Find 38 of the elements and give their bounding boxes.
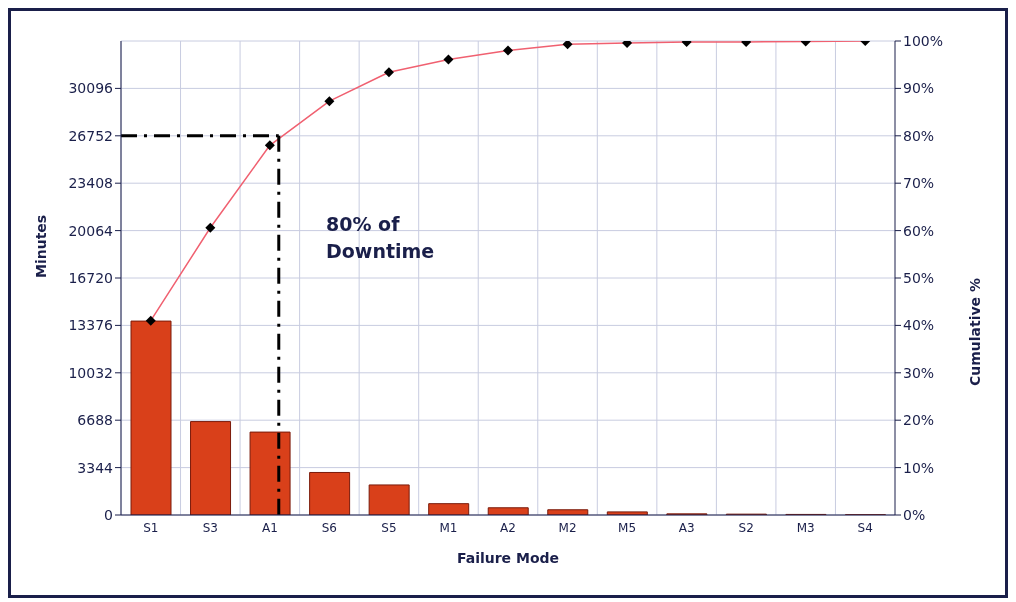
- y2-axis-title: Cumulative %: [966, 278, 983, 387]
- x-tick-label: A2: [500, 520, 516, 535]
- x-tick-label: M5: [618, 520, 637, 535]
- y2-tick-label: 40%: [903, 317, 935, 334]
- x-tick-label: A1: [261, 520, 278, 535]
- y-tick-label: 30096: [68, 80, 114, 97]
- x-tick-label: M2: [558, 520, 577, 535]
- x-tick-label: S1: [143, 520, 159, 535]
- y-tick-label: 23408: [68, 175, 113, 192]
- x-tick-label: S5: [381, 520, 397, 535]
- y-axis-title: Minutes: [32, 214, 49, 278]
- x-tick-label: S2: [738, 520, 754, 535]
- y-tick-label: 10032: [68, 364, 113, 381]
- y2-tick-label: 10%: [903, 459, 935, 476]
- y2-tick-label: 90%: [903, 80, 935, 97]
- y2-tick-label: 70%: [903, 175, 935, 192]
- y-tick-label: 3344: [77, 459, 114, 476]
- y2-tick-label: 0%: [903, 506, 926, 523]
- y-tick-label: 16720: [68, 269, 113, 286]
- y-tick-label: 26752: [68, 127, 113, 144]
- x-tick-label: S3: [202, 520, 218, 535]
- y2-tick-label: 60%: [903, 222, 935, 239]
- x-tick-label: M1: [439, 520, 458, 535]
- y2-tick-label: 80%: [903, 127, 935, 144]
- y2-tick-label: 30%: [903, 364, 935, 381]
- x-tick-label: A3: [678, 520, 695, 535]
- x-axis-title: Failure Mode: [456, 550, 560, 566]
- x-tick-label: S4: [857, 520, 873, 535]
- y-tick-label: 0: [104, 506, 113, 523]
- y-tick-label: 13376: [68, 317, 114, 334]
- x-tick-label: M3: [796, 520, 815, 535]
- y2-tick-label: 50%: [903, 269, 935, 286]
- annotation: 80% of Downtime: [326, 212, 436, 264]
- y-tick-label: 20064: [68, 222, 114, 239]
- x-tick-label: S6: [321, 520, 338, 535]
- y-tick-label: 6688: [77, 412, 113, 429]
- y2-tick-label: 20%: [903, 412, 935, 429]
- y2-tick-label: 100%: [903, 32, 944, 49]
